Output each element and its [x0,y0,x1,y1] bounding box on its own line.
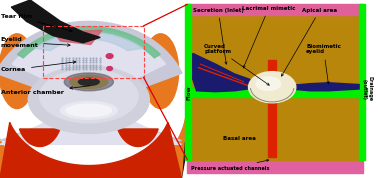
Polygon shape [0,21,182,141]
Polygon shape [118,129,158,146]
Ellipse shape [248,72,296,103]
Bar [185,4,191,160]
Ellipse shape [143,34,179,109]
Bar [187,12,363,160]
Text: Apical area: Apical area [282,8,338,76]
Polygon shape [0,103,195,178]
Ellipse shape [107,67,112,70]
Ellipse shape [60,101,117,119]
Bar [185,88,367,97]
Text: Cornea: Cornea [1,61,76,72]
Ellipse shape [70,75,108,88]
Text: Lacrimal mimetic: Lacrimal mimetic [242,6,295,68]
Text: Secretion (Inlet): Secretion (Inlet) [193,8,244,64]
Text: Basal area: Basal area [223,136,256,141]
Ellipse shape [40,69,138,123]
Bar [187,4,363,15]
Polygon shape [53,30,102,44]
Bar [187,157,363,173]
Ellipse shape [64,73,113,91]
Ellipse shape [66,104,112,117]
Ellipse shape [256,77,280,90]
Text: Anterior chamber: Anterior chamber [1,86,90,95]
Polygon shape [0,122,181,178]
Bar [359,4,365,160]
Ellipse shape [79,78,99,85]
Polygon shape [11,0,100,43]
Text: Drainage
(outlet): Drainage (outlet) [362,76,373,102]
Polygon shape [17,27,160,58]
Polygon shape [193,53,257,92]
Polygon shape [0,117,186,178]
Ellipse shape [28,66,149,134]
Bar [0,0,181,178]
Text: Curved
platform: Curved platform [204,44,269,85]
Text: Eyelid
movement: Eyelid movement [1,37,70,48]
Bar [43,26,144,78]
Polygon shape [291,83,359,91]
Text: Pressure actuated channels: Pressure actuated channels [191,159,270,171]
Ellipse shape [106,54,113,58]
Polygon shape [0,30,181,144]
Bar [268,96,276,157]
Ellipse shape [0,34,35,109]
Text: Tear film: Tear film [1,14,72,32]
Text: Flow: Flow [186,85,192,100]
Text: Biomimetic
eyelid: Biomimetic eyelid [306,44,341,84]
Polygon shape [35,32,143,51]
Polygon shape [20,129,60,146]
Bar [268,60,276,77]
